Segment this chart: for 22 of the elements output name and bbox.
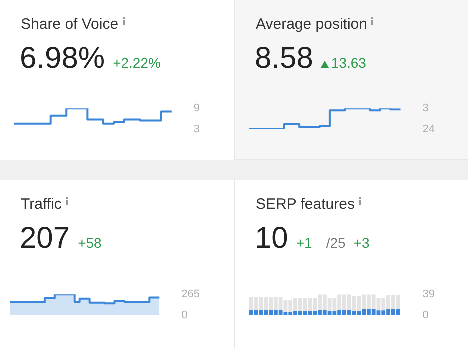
y-tick-label: 0 bbox=[422, 309, 429, 322]
chart-title: SERP features bbox=[256, 196, 355, 213]
text: +58 bbox=[78, 235, 102, 251]
y-tick-label: 3 bbox=[422, 102, 429, 115]
chart-title: Traffic bbox=[21, 196, 62, 213]
chart-title: Average position bbox=[256, 16, 368, 33]
text: 6.98% bbox=[20, 42, 106, 76]
y-tick-label: 24 bbox=[422, 123, 436, 136]
text: +2.22% bbox=[113, 55, 161, 71]
text: /25 bbox=[326, 235, 346, 251]
text: 10 bbox=[255, 222, 288, 256]
text: 207 bbox=[20, 222, 70, 256]
y-tick-label: 3 bbox=[194, 123, 200, 136]
y-tick-label: 265 bbox=[182, 288, 200, 301]
y-tick-label: 9 bbox=[194, 102, 200, 115]
text: +3 bbox=[354, 235, 370, 251]
text: 13.63 bbox=[331, 55, 366, 71]
y-tick-label: 0 bbox=[182, 309, 188, 322]
text: +1 bbox=[296, 235, 312, 251]
chart-title: Share of Voice bbox=[21, 16, 119, 33]
text: 8.58 bbox=[255, 42, 314, 76]
y-tick-label: 39 bbox=[422, 288, 436, 301]
